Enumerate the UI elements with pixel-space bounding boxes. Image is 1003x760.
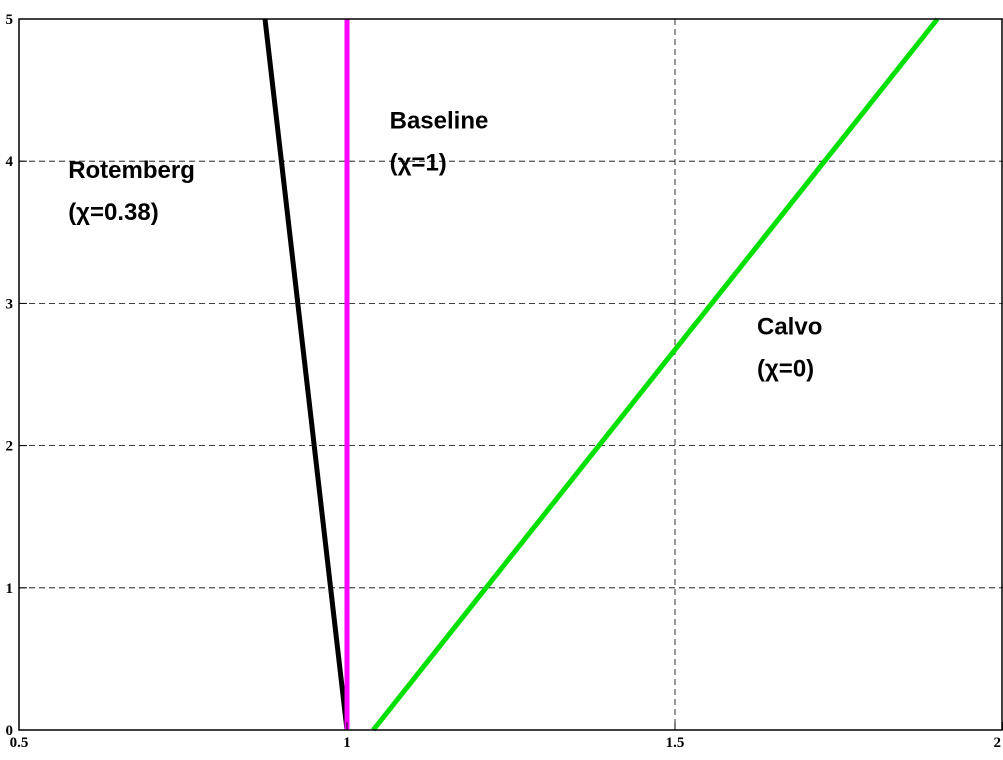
series-label-calvo: Calvo [757,314,822,341]
series-param-baseline: (χ=1) [390,149,447,176]
series-param-rotemberg: (χ=0.38) [68,199,159,226]
series-label-rotemberg: Rotemberg [68,157,195,184]
y-tick-label: 1 [6,581,14,597]
series-annotations: Rotemberg (χ=0.38) Baseline (χ=1) Calvo (χ=0) [68,107,822,382]
series-param-calvo: (χ=0) [757,356,814,383]
y-tick-label: 0 [6,723,14,739]
x-tick-label: 1 [343,735,351,751]
y-tick-label: 2 [6,439,14,455]
series-layer [265,19,937,730]
series-label-baseline: Baseline [390,107,489,134]
series-line-rotemberg [265,19,347,730]
x-tick-label: 2 [994,735,1002,751]
y-tick-label: 5 [6,12,14,28]
y-tick-label: 3 [6,296,14,312]
x-tick-label: 1.5 [666,735,685,751]
y-tick-label: 4 [6,154,14,170]
